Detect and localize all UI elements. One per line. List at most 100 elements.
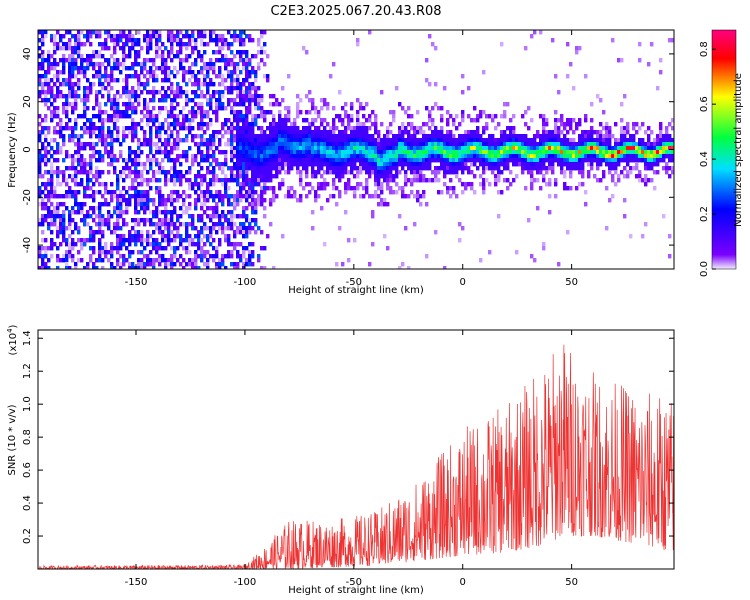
heatmap-cell — [635, 146, 639, 151]
heatmap-cell — [206, 186, 210, 191]
heatmap-cell — [347, 170, 351, 175]
heatmap-cell — [50, 202, 54, 207]
heatmap-cell — [491, 146, 495, 151]
heatmap-cell — [251, 194, 255, 199]
heatmap-cell — [263, 182, 267, 187]
heatmap-cell — [362, 166, 366, 171]
heatmap-cell — [443, 162, 447, 167]
heatmap-cell — [92, 122, 96, 127]
heatmap-cell — [218, 106, 222, 111]
heatmap-cell — [512, 178, 516, 183]
heatmap-cell — [98, 42, 102, 47]
heatmap-cell — [320, 174, 324, 179]
heatmap-cell — [662, 134, 666, 139]
heatmap-cell — [254, 98, 258, 103]
heatmap-cell — [611, 38, 615, 43]
heatmap-cell — [131, 42, 135, 47]
heatmap-cell — [464, 166, 468, 171]
heatmap-cell — [479, 146, 483, 151]
heatmap-cell — [419, 174, 423, 179]
heatmap-cell — [590, 146, 594, 151]
heatmap-cell — [137, 154, 141, 159]
heatmap-cell — [218, 226, 222, 231]
heatmap-cell — [578, 170, 582, 175]
heatmap-cell — [95, 114, 99, 119]
heatmap-cell — [167, 154, 171, 159]
heatmap-cell — [479, 114, 483, 119]
heatmap-cell — [416, 178, 420, 183]
heatmap-cell — [452, 162, 456, 167]
heatmap-cell — [167, 226, 171, 231]
heatmap-cell — [248, 190, 252, 195]
heatmap-cell — [92, 194, 96, 199]
heatmap-cell — [239, 38, 243, 43]
heatmap-cell — [341, 262, 345, 267]
heatmap-cell — [230, 222, 234, 227]
heatmap-cell — [47, 62, 51, 67]
heatmap-cell — [206, 150, 210, 155]
heatmap-cell — [134, 154, 138, 159]
heatmap-cell — [518, 138, 522, 143]
heatmap-cell — [197, 162, 201, 167]
heatmap-cell — [152, 178, 156, 183]
heatmap-cell — [221, 38, 225, 43]
heatmap-cell — [44, 82, 48, 87]
heatmap-cell — [281, 182, 285, 187]
heatmap-cell — [101, 134, 105, 139]
heatmap-cell — [44, 266, 48, 269]
heatmap-cell — [296, 134, 300, 139]
heatmap-cell — [188, 194, 192, 199]
heatmap-cell — [125, 158, 129, 163]
heatmap-cell — [212, 30, 216, 35]
heatmap-cell — [362, 150, 366, 155]
heatmap-cell — [158, 258, 162, 263]
heatmap-cell — [131, 178, 135, 183]
heatmap-cell — [104, 186, 108, 191]
heatmap-cell — [335, 158, 339, 163]
heatmap-cell — [56, 70, 60, 75]
heatmap-cell — [461, 226, 465, 231]
heatmap-cell — [248, 38, 252, 43]
heatmap-cell — [524, 134, 528, 139]
heatmap-cell — [416, 146, 420, 151]
heatmap-cell — [92, 142, 96, 147]
heatmap-cell — [584, 150, 588, 155]
heatmap-cell — [107, 258, 111, 263]
heatmap-cell — [197, 146, 201, 151]
heatmap-cell — [608, 138, 612, 143]
heatmap-cell — [377, 134, 381, 139]
heatmap-cell — [398, 158, 402, 163]
heatmap-cell — [41, 126, 45, 131]
heatmap-cell — [581, 174, 585, 179]
heatmap-cell — [128, 150, 132, 155]
heatmap-cell — [296, 146, 300, 151]
heatmap-cell — [254, 94, 258, 99]
heatmap-cell — [626, 174, 630, 179]
heatmap-cell — [263, 178, 267, 183]
heatmap-cell — [74, 46, 78, 51]
heatmap-cell — [302, 150, 306, 155]
heatmap-cell — [548, 134, 552, 139]
heatmap-cell — [488, 182, 492, 187]
heatmap-cell — [89, 134, 93, 139]
heatmap-cell — [542, 154, 546, 159]
heatmap-cell — [233, 162, 237, 167]
heatmap-cell — [581, 130, 585, 135]
heatmap-cell — [284, 146, 288, 151]
heatmap-cell — [116, 114, 120, 119]
heatmap-cell — [668, 134, 672, 139]
heatmap-cell — [197, 34, 201, 39]
heatmap-cell — [167, 110, 171, 115]
heatmap-cell — [41, 118, 45, 123]
heatmap-cell — [47, 246, 51, 251]
heatmap-cell — [164, 218, 168, 223]
heatmap-cell — [251, 126, 255, 131]
heatmap-cell — [146, 50, 150, 55]
heatmap-cell — [503, 146, 507, 151]
heatmap-cell — [125, 190, 129, 195]
heatmap-cell — [167, 66, 171, 71]
heatmap-cell — [446, 186, 450, 191]
heatmap-cell — [356, 98, 360, 103]
heatmap-cell — [209, 182, 213, 187]
heatmap-cell — [191, 34, 195, 39]
